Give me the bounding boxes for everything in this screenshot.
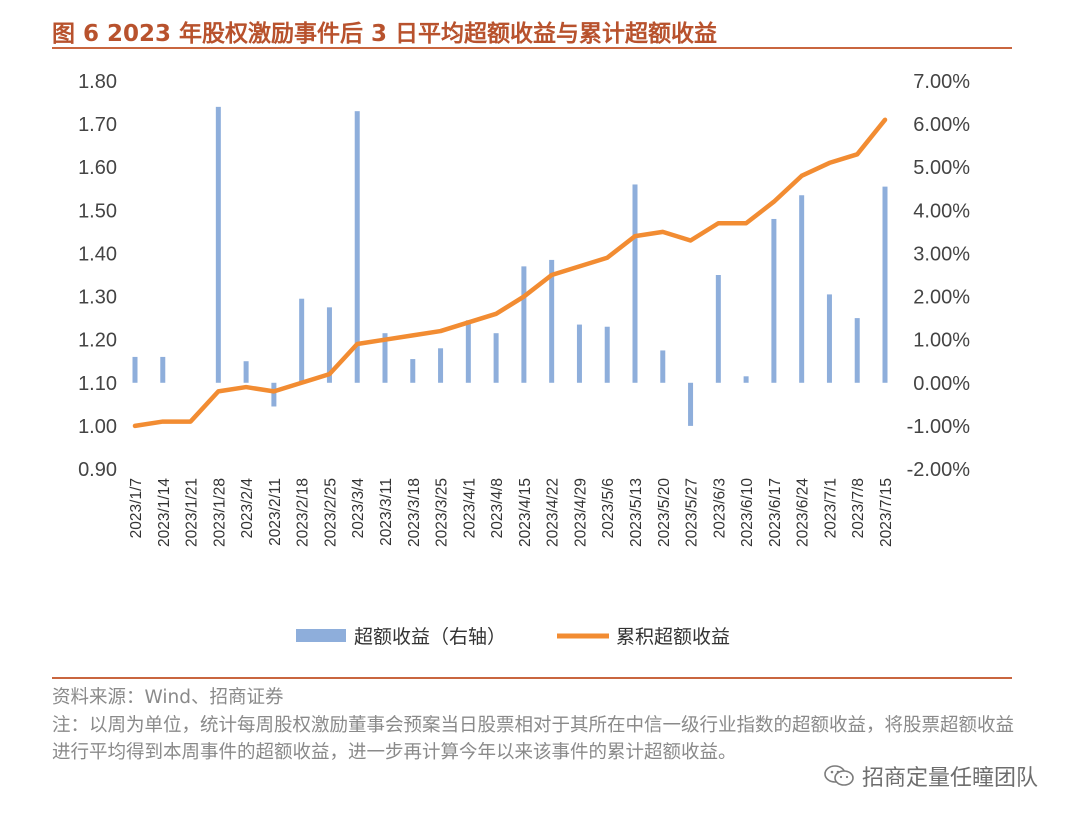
x-tick-label: 2023/2/25 xyxy=(322,478,339,547)
bar xyxy=(271,382,277,407)
x-tick-label: 2023/2/4 xyxy=(239,478,256,539)
right-tick-label: -1.00% xyxy=(907,416,971,438)
x-tick-label: 2023/4/1 xyxy=(461,478,478,538)
bar xyxy=(660,350,666,383)
bar xyxy=(604,326,610,383)
bar xyxy=(410,359,416,383)
x-tick-label: 2023/1/7 xyxy=(128,478,145,538)
x-tick-label: 2023/3/11 xyxy=(378,478,395,546)
x-tick-label: 2023/6/3 xyxy=(711,478,728,538)
bar xyxy=(493,333,499,383)
x-tick-label: 2023/5/20 xyxy=(656,478,673,547)
x-tick-label: 2023/1/28 xyxy=(211,478,228,547)
x-tick-label: 2023/7/1 xyxy=(822,478,839,538)
x-tick-label: 2023/6/17 xyxy=(767,478,784,547)
x-tick-label: 2023/7/8 xyxy=(850,478,867,538)
watermark-text: 招商定量任瞳团队 xyxy=(861,766,1038,791)
bar xyxy=(215,106,221,383)
bar xyxy=(465,320,471,383)
figure-title: 图 6 2023 年股权激励事件后 3 日平均超额收益与累计超额收益 xyxy=(52,21,718,47)
bar xyxy=(632,184,638,383)
bar xyxy=(854,318,860,383)
right-tick-label: 6.00% xyxy=(913,114,970,136)
left-tick-label: 1.10 xyxy=(78,373,117,395)
legend-label-bar: 超额收益（右轴） xyxy=(354,626,506,648)
x-tick-label: 2023/4/8 xyxy=(489,478,506,538)
right-tick-label: 7.00% xyxy=(913,71,970,93)
x-tick-label: 2023/4/29 xyxy=(572,478,589,547)
x-tick-label: 2023/2/11 xyxy=(267,478,284,546)
bar xyxy=(326,307,332,383)
bar xyxy=(299,298,305,383)
right-tick-label: 2.00% xyxy=(913,287,970,309)
title-rule xyxy=(52,47,1012,49)
bar xyxy=(132,356,138,383)
left-tick-label: 0.90 xyxy=(78,459,117,481)
legend-swatch-bar xyxy=(296,629,346,642)
bar xyxy=(243,361,249,383)
x-tick-label: 2023/6/24 xyxy=(795,478,812,547)
bar xyxy=(549,259,555,383)
footnote-text: 注：以周为单位，统计每周股权激励董事会预案当日股票相对于其所在中信一级行业指数的… xyxy=(52,715,1015,763)
bar xyxy=(438,348,444,383)
bar xyxy=(354,111,360,383)
x-tick-label: 2023/5/13 xyxy=(628,478,645,547)
bar xyxy=(382,333,388,383)
cumulative-line xyxy=(132,117,888,429)
right-tick-label: 4.00% xyxy=(913,200,970,222)
x-tick-label: 2023/2/18 xyxy=(295,478,312,547)
left-tick-label: 1.80 xyxy=(78,71,117,93)
watermark: 招商定量任瞳团队 xyxy=(819,760,1042,792)
left-tick-label: 1.50 xyxy=(78,200,117,222)
bar xyxy=(688,382,694,426)
bar xyxy=(521,266,527,383)
x-tick-label: 2023/4/22 xyxy=(545,478,562,547)
bar xyxy=(826,294,832,383)
wechat-icon xyxy=(824,765,854,786)
right-tick-label: 0.00% xyxy=(913,373,970,395)
right-tick-label: -2.00% xyxy=(907,459,971,481)
x-tick-label: 2023/3/25 xyxy=(434,478,451,547)
left-tick-label: 1.30 xyxy=(78,287,117,309)
x-tick-label: 2023/6/10 xyxy=(739,478,756,547)
x-tick-label: 2023/3/18 xyxy=(406,478,423,547)
x-tick-label: 2023/5/27 xyxy=(684,478,701,547)
x-tick-label: 2023/3/4 xyxy=(350,478,367,539)
x-tick-label: 2023/1/14 xyxy=(156,478,173,547)
right-tick-label: 1.00% xyxy=(913,330,970,352)
bar xyxy=(771,218,777,383)
left-tick-label: 1.70 xyxy=(78,114,117,136)
bar xyxy=(743,376,749,383)
left-tick-label: 1.00 xyxy=(78,416,117,438)
source-rule xyxy=(52,677,1012,679)
bar xyxy=(799,195,805,383)
left-tick-label: 1.60 xyxy=(78,157,117,179)
bar xyxy=(576,324,582,383)
x-tick-label: 2023/4/15 xyxy=(517,478,534,547)
bar xyxy=(715,275,721,383)
left-tick-label: 1.20 xyxy=(78,330,117,352)
right-tick-label: 3.00% xyxy=(913,243,970,265)
x-tick-label: 2023/5/6 xyxy=(600,478,617,538)
bar xyxy=(882,186,888,383)
x-tick-label: 2023/1/21 xyxy=(184,478,201,547)
source-text: 资料来源：Wind、招商证券 xyxy=(52,687,284,708)
chart: 1.80 1.70 1.60 1.50 1.40 1.30 1.20 1.10 1.00 0.90… xyxy=(78,71,971,648)
bar xyxy=(160,356,166,383)
legend-label-line: 累积超额收益 xyxy=(616,626,730,648)
right-tick-label: 5.00% xyxy=(913,157,970,179)
left-tick-label: 1.40 xyxy=(78,243,117,265)
x-tick-label: 2023/7/15 xyxy=(878,478,895,547)
